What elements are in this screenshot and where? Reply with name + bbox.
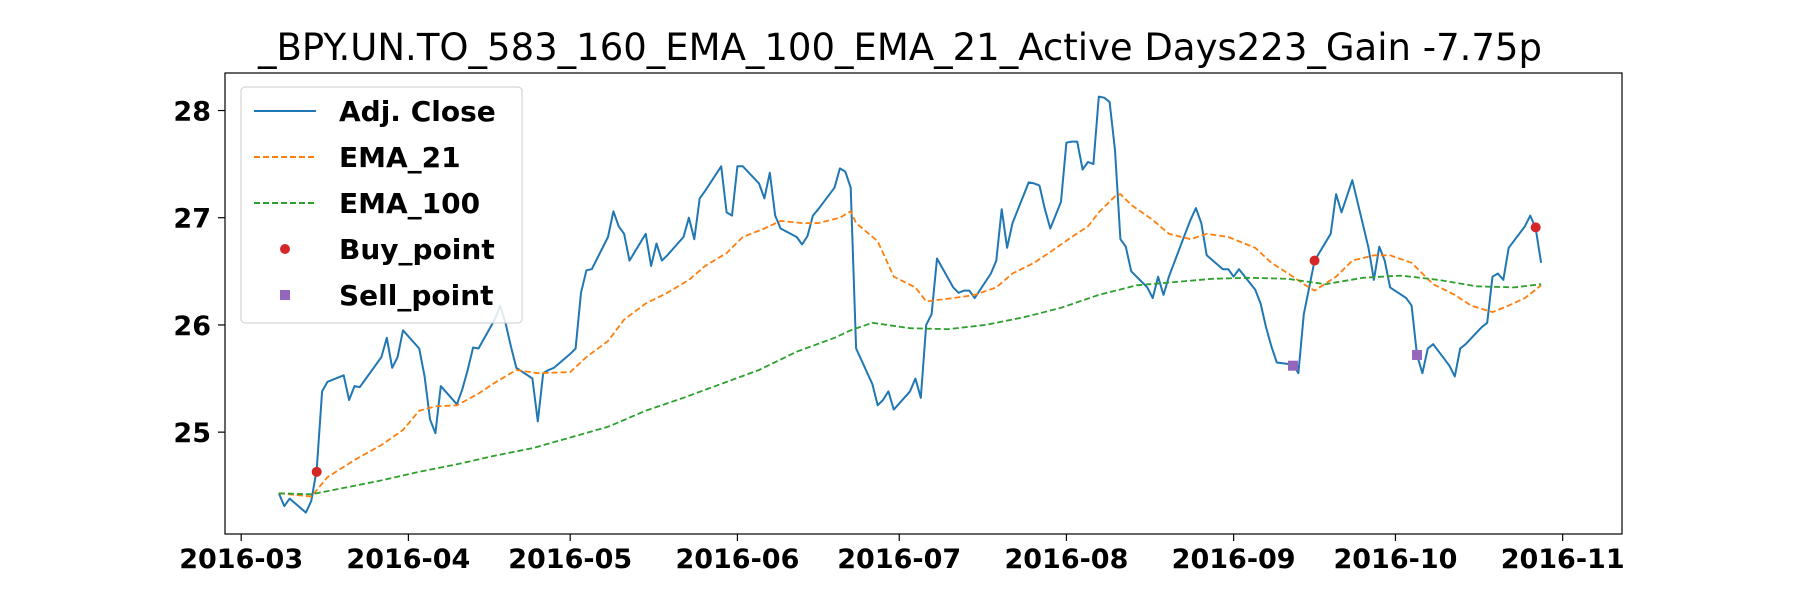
x-tick-label: 2016-11 [1501,544,1625,575]
x-tick-label: 2016-10 [1333,544,1457,575]
legend: Adj. Close EMA_21 EMA_100 Buy_point Sell_poi… [240,86,523,324]
sell-point-marker [1412,349,1423,360]
legend-box [240,86,523,324]
y-tick-label: 26 [173,311,211,342]
buy-point-marker [1309,255,1320,266]
y-tick-label: 25 [173,418,211,449]
legend-label: Adj. Close [339,95,496,128]
x-tick-label: 2016-06 [675,544,799,575]
buy-point-marker [1530,222,1541,233]
legend-swatch [280,244,290,254]
x-axis: 2016-03 2016-04 2016-05 2016-06 2016-07 2016-… [179,534,1625,575]
x-tick-label: 2016-05 [508,544,632,575]
x-tick-label: 2016-09 [1172,544,1296,575]
buy-point-marker [311,466,322,477]
legend-label: EMA_100 [339,187,480,220]
legend-label: EMA_21 [339,141,461,174]
y-tick-label: 28 [173,97,211,128]
legend-label: Buy_point [339,233,495,266]
chart-title: _BPY.UN.TO_583_160_EMA_100_EMA_21_Active… [258,26,1542,69]
legend-swatch [280,290,290,300]
x-tick-label: 2016-04 [346,544,470,575]
plot-frame [224,72,1623,535]
series-line-ema-100 [278,274,1542,496]
y-tick-label: 27 [173,204,211,235]
x-tick-label: 2016-03 [179,544,303,575]
y-axis: 25 26 27 28 [173,97,225,449]
x-tick-label: 2016-07 [837,544,961,575]
x-tick-label: 2016-08 [1004,544,1128,575]
legend-label: Sell_point [339,279,494,312]
sell-point-marker [1287,360,1298,371]
